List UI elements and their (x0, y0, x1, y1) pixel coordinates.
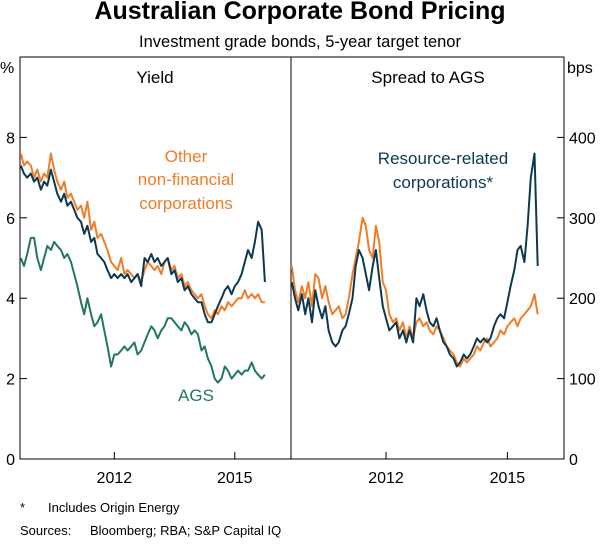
ticks-layer: 0 2 4 6 8 2012 2015 0 100 200 300 400 2012 2015 (6, 130, 596, 487)
right-axis-unit: bps (567, 60, 593, 77)
annotation-ags: AGS (178, 386, 214, 405)
sources-label: Sources: (20, 523, 71, 538)
right-series-resource-related-corporations (290, 152, 539, 368)
right-ytick-label-200: 200 (569, 291, 596, 308)
annotation-other-line2: non-financial (138, 170, 234, 189)
right-ytick-label-100: 100 (569, 372, 596, 389)
left-panel-title: Yield (136, 68, 173, 87)
chart-subtitle: Investment grade bonds, 5-year target te… (139, 33, 461, 51)
left-ytick-label-4: 4 (6, 291, 15, 308)
right-panel-title: Spread to AGS (371, 68, 484, 87)
footnote-text: Includes Origin Energy (48, 500, 180, 515)
right-ytick-label-300: 300 (569, 211, 596, 228)
left-ytick-label-6: 6 (6, 211, 15, 228)
annotation-resource-line2: corporations* (393, 173, 494, 192)
left-ytick-label-2: 2 (6, 372, 15, 389)
left-axis-unit: % (0, 60, 14, 77)
left-xtick-label-2015: 2015 (217, 470, 253, 487)
right-xtick-label-2012: 2012 (368, 470, 404, 487)
left-xtick-label-2012: 2012 (97, 470, 133, 487)
right-ytick-label-400: 400 (569, 130, 596, 147)
left-series-resource-related-corporations (19, 165, 266, 324)
annotation-other-line1: Other (165, 147, 208, 166)
right-xtick-label-2015: 2015 (490, 470, 526, 487)
left-ytick-label-0: 0 (6, 452, 15, 469)
footnote-star: * (20, 500, 25, 515)
left-ytick-label-8: 8 (6, 130, 15, 147)
annotation-resource-line1: Resource-related (378, 149, 508, 168)
plot-frame (19, 56, 565, 460)
sources-text: Bloomberg; RBA; S&P Capital IQ (90, 523, 281, 538)
left-series-ags (19, 236, 266, 384)
right-series-other-non-financial-corporations (290, 216, 539, 368)
right-ytick-label-0: 0 (569, 452, 578, 469)
chart-title: Australian Corporate Bond Pricing (94, 0, 505, 25)
series-layer (19, 152, 539, 384)
annotation-other-line3: corporations (139, 194, 233, 213)
